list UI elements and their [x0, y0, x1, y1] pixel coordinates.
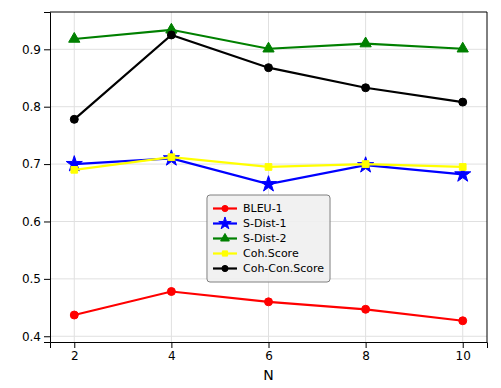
x-axis: 2 4 6 8 10 [51, 342, 488, 363]
chart: 2 4 6 8 10 0.4 0.5 0.6 0.7 0.8 0.9 BLEU-1 S-Dist-1 S-… [0, 0, 501, 388]
tick-mark [44, 49, 50, 50]
tick-mark [44, 221, 50, 222]
legend-label: BLEU-1 [243, 202, 283, 215]
tick-label: 8 [362, 349, 370, 363]
point [70, 311, 78, 319]
tick-mark [171, 342, 172, 348]
tick: 4 [168, 342, 176, 363]
legend-marker [221, 233, 230, 241]
legend: BLEU-1 S-Dist-1 S-Dist-2 Coh.Score Coh-Con.S… [207, 195, 330, 282]
legend-box [207, 195, 330, 282]
tick-mark [74, 342, 75, 348]
x-axis-label: N [263, 367, 273, 383]
tick-mark [44, 107, 50, 108]
tick-mark [366, 342, 367, 348]
series-line [74, 157, 462, 170]
legend-item: S-Dist-2 [213, 232, 287, 245]
tick-mark [463, 342, 464, 348]
point [459, 317, 467, 325]
tick-label: 0.9 [22, 43, 41, 57]
point [362, 161, 369, 168]
tick-mark [44, 279, 50, 280]
point [362, 84, 370, 92]
tick: 8 [362, 342, 370, 363]
tick-mark [44, 164, 50, 165]
tick-label: 0.7 [22, 157, 41, 171]
point [168, 154, 175, 161]
tick-label: 4 [168, 349, 176, 363]
point [263, 42, 274, 52]
axis-line [51, 343, 488, 349]
legend-item: Coh.Score [213, 247, 299, 260]
point [457, 42, 468, 52]
legend-marker [219, 217, 231, 229]
legend-item: S-Dist-1 [213, 217, 287, 230]
legend-label: S-Dist-1 [243, 217, 287, 230]
legend-marker [222, 251, 227, 256]
tick: 0.9 [22, 43, 50, 57]
tick-label: 2 [71, 349, 79, 363]
plot: 2 4 6 8 10 0.4 0.5 0.6 0.7 0.8 0.9 BLEU-1 S-Dist-1 S-… [22, 12, 488, 363]
point [260, 176, 276, 191]
point [265, 298, 273, 306]
point [167, 31, 175, 39]
tick-label: 6 [265, 349, 273, 363]
tick-label: 10 [456, 349, 471, 363]
tick-label: 0.4 [22, 330, 41, 344]
tick: 0.7 [22, 157, 50, 171]
tick-label: 0.5 [22, 272, 41, 286]
grid-line [365, 12, 366, 342]
series-line [74, 35, 462, 119]
point [265, 64, 273, 72]
y-axis: 0.4 0.5 0.6 0.7 0.8 0.9 [22, 13, 51, 344]
legend-label: S-Dist-2 [243, 232, 287, 245]
legend-marker [222, 265, 228, 271]
point [360, 37, 371, 47]
legend-item: Coh-Con.Score [213, 262, 324, 275]
marks [66, 23, 471, 324]
point [70, 115, 78, 123]
tick-label: 0.6 [22, 215, 41, 229]
legend-label: Coh-Con.Score [243, 262, 324, 275]
series-line [74, 291, 462, 320]
tick: 6 [265, 342, 273, 363]
tick: 0.6 [22, 215, 50, 229]
grid [50, 12, 487, 342]
legend-label: Coh.Score [243, 247, 299, 260]
tick: 0.8 [22, 100, 50, 114]
point [69, 32, 80, 42]
grid-line [74, 12, 75, 342]
point [167, 288, 175, 296]
tick: 0.5 [22, 272, 50, 286]
legend-item: BLEU-1 [213, 202, 283, 215]
tick-label: 0.8 [22, 100, 41, 114]
tick: 0.4 [22, 330, 50, 344]
point [362, 305, 370, 313]
tick: 10 [456, 342, 471, 363]
axis-line [44, 13, 51, 343]
point [459, 98, 467, 106]
frame [487, 12, 488, 342]
legend-marker [222, 205, 228, 211]
frame [50, 12, 487, 13]
tick-mark [269, 342, 270, 348]
tick: 2 [71, 342, 79, 363]
tick-mark [44, 336, 50, 337]
point [71, 166, 78, 173]
point [459, 164, 466, 171]
point [265, 164, 272, 171]
